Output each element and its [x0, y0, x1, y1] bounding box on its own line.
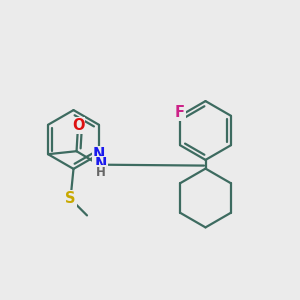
Text: S: S — [65, 191, 76, 206]
Text: O: O — [72, 118, 84, 133]
Text: H: H — [96, 166, 106, 179]
Text: N: N — [93, 147, 105, 162]
Text: F: F — [175, 105, 185, 120]
Text: N: N — [94, 157, 107, 172]
